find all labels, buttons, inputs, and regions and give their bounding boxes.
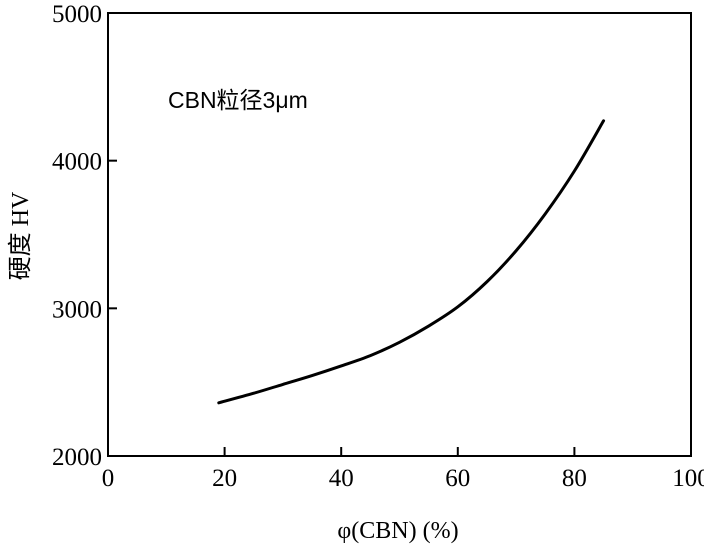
x-tick-label: 80: [562, 465, 587, 492]
y-tick-label: 2000: [52, 444, 102, 471]
x-tick-label: 0: [102, 465, 115, 492]
y-axis-tick-labels: 2000 3000 4000 5000: [52, 1, 102, 471]
y-axis-title: 硬度 HV: [7, 191, 34, 280]
chart-annotation: CBN粒径3μm: [168, 87, 308, 113]
y-axis-ticks: [108, 159, 117, 310]
x-axis-tick-labels: 0 20 40 60 80 100: [102, 465, 704, 492]
x-tick-label: 40: [329, 465, 354, 492]
x-tick-label: 100: [672, 465, 704, 492]
series-line-0: [217, 119, 606, 405]
x-tick-label: 60: [445, 465, 470, 492]
plot-frame: [107, 12, 692, 457]
x-axis-title: φ(CBN) (%): [337, 518, 458, 544]
y-tick-label: 5000: [52, 1, 102, 28]
x-tick-label: 20: [212, 465, 237, 492]
x-axis-ticks: [223, 447, 576, 456]
y-tick-label: 3000: [52, 296, 102, 323]
y-tick-label: 4000: [52, 149, 102, 176]
series-group: [217, 119, 606, 405]
